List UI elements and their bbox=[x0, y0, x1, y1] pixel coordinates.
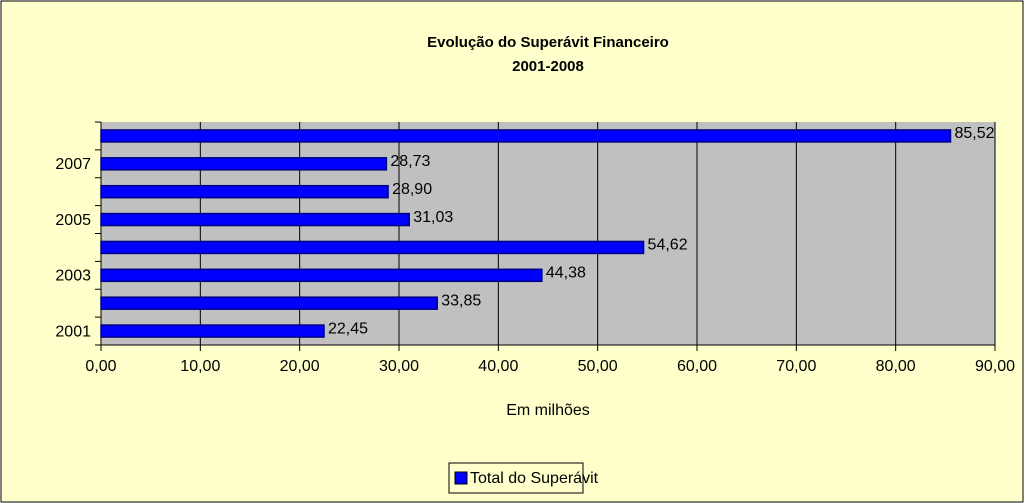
data-label: 28,90 bbox=[392, 181, 432, 198]
bar bbox=[100, 324, 325, 338]
y-tick-label: 2001 bbox=[55, 323, 91, 340]
data-label: 22,45 bbox=[328, 320, 368, 337]
legend-swatch bbox=[454, 471, 468, 485]
bar bbox=[100, 240, 645, 255]
x-tick-label: 40,00 bbox=[478, 358, 518, 375]
bar bbox=[100, 184, 389, 199]
x-tick-label: 90,00 bbox=[975, 358, 1015, 375]
x-tick-label: 60,00 bbox=[677, 358, 717, 375]
data-label: 33,85 bbox=[441, 292, 481, 309]
data-label: 44,38 bbox=[546, 265, 586, 282]
chart-subtitle: 2001-2008 bbox=[512, 58, 584, 75]
legend-label: Total do Superávit bbox=[470, 470, 599, 487]
x-tick-label: 50,00 bbox=[578, 358, 618, 375]
bar bbox=[100, 212, 410, 227]
x-tick-label: 20,00 bbox=[280, 358, 320, 375]
data-label: 28,73 bbox=[390, 153, 430, 170]
x-tick-label: 30,00 bbox=[379, 358, 419, 375]
x-tick-label: 0,00 bbox=[85, 358, 116, 375]
y-tick-label: 2007 bbox=[55, 156, 91, 173]
bar bbox=[100, 157, 388, 171]
bar bbox=[100, 268, 543, 283]
y-tick-label: 2005 bbox=[55, 212, 91, 229]
x-tick-label: 80,00 bbox=[876, 358, 916, 375]
data-label: 31,03 bbox=[413, 209, 453, 226]
y-tick-label: 2003 bbox=[55, 268, 91, 285]
bar bbox=[100, 129, 952, 143]
data-label: 85,52 bbox=[954, 125, 994, 142]
chart-title: Evolução do Superávit Financeiro bbox=[427, 34, 669, 51]
x-axis-label: Em milhões bbox=[506, 402, 590, 419]
x-tick-label: 70,00 bbox=[776, 358, 816, 375]
legend bbox=[448, 462, 584, 494]
bar bbox=[100, 296, 438, 310]
plot-area bbox=[101, 122, 995, 345]
x-tick-label: 10,00 bbox=[180, 358, 220, 375]
data-label: 54,62 bbox=[648, 237, 688, 254]
